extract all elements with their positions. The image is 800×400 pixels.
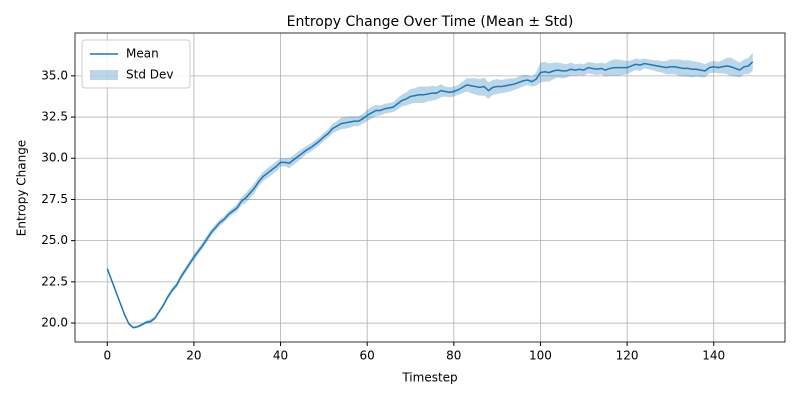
y-tick-label: 30.0 — [41, 151, 68, 165]
y-tick-label: 32.5 — [41, 110, 68, 124]
y-tick-label: 35.0 — [41, 68, 68, 82]
y-tick-label: 20.0 — [41, 316, 68, 330]
legend-patch — [90, 70, 118, 80]
y-axis-label: Entropy Change — [15, 140, 29, 236]
y-tick-label: 25.0 — [41, 233, 68, 247]
y-tick-label: 27.5 — [41, 192, 68, 206]
x-tick-label: 100 — [529, 349, 552, 363]
legend-label: Std Dev — [126, 68, 173, 82]
legend-label: Mean — [126, 47, 159, 61]
chart-title: Entropy Change Over Time (Mean ± Std) — [287, 14, 574, 30]
mean-line — [106, 61, 754, 329]
x-tick-label: 120 — [616, 349, 639, 363]
x-tick-label: 40 — [273, 349, 288, 363]
legend-box — [81, 39, 191, 89]
x-tick-label: 60 — [360, 349, 375, 363]
x-axis-label: Timestep — [401, 371, 457, 385]
x-tick-label: 80 — [446, 349, 461, 363]
x-tick-label: 20 — [186, 349, 201, 363]
x-tick-label: 140 — [702, 349, 725, 363]
x-tick-label: 0 — [103, 349, 111, 363]
y-tick-label: 22.5 — [41, 274, 68, 288]
plot-frame — [74, 32, 786, 343]
